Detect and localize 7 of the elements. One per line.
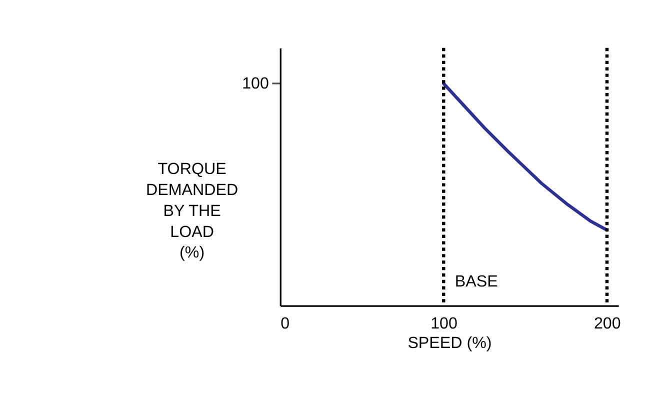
y-axis-title: TORQUE DEMANDED BY THE LOAD (%) (146, 160, 238, 262)
x-tick-label: 100 (430, 314, 458, 333)
ref-line-label: BASE (454, 272, 498, 290)
text: 100 (242, 74, 269, 92)
x-axis-title: SPEED (%) (408, 334, 492, 352)
x-tick-label: 200 (594, 314, 621, 333)
x-tick-label: 0 (280, 314, 290, 333)
